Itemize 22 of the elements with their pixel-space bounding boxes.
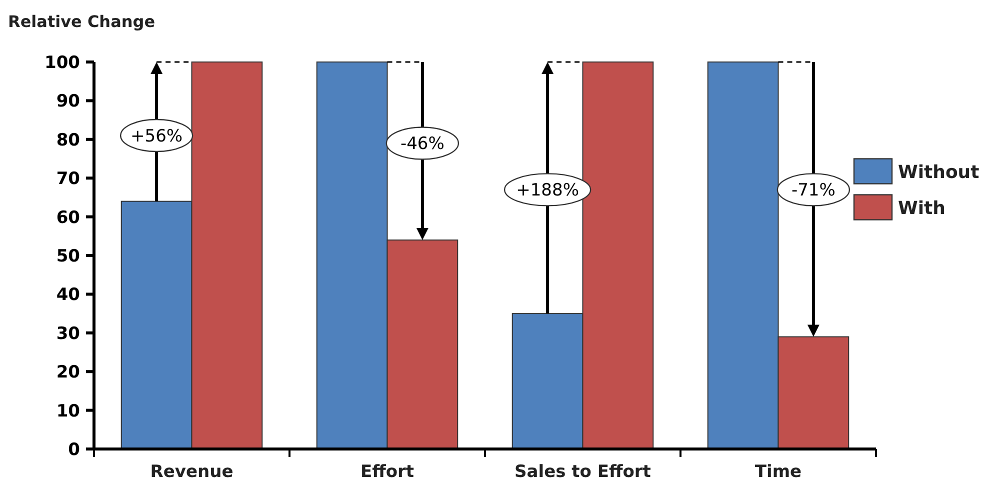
y-tick-label: 20	[56, 362, 80, 383]
legend-label: Without	[898, 162, 980, 184]
x-tick-label: Effort	[360, 462, 414, 482]
annotation: -71%	[791, 180, 836, 201]
y-tick-label: 60	[56, 208, 80, 228]
annotation: -46%	[400, 134, 444, 154]
y-tick-label: 30	[56, 324, 80, 344]
x-tick-label: Time	[754, 462, 802, 482]
annotation: +56%	[130, 126, 183, 146]
y-tick-label: 50	[56, 246, 80, 266]
x-tick-label: Sales to Effort	[514, 462, 651, 482]
y-tick-label: 40	[56, 285, 80, 306]
legend-label: With	[898, 198, 946, 220]
y-tick-label: 100	[44, 52, 80, 73]
y-tick-label: 80	[56, 130, 80, 150]
annotation: +188%	[516, 180, 579, 201]
chart-title: Relative Change	[8, 12, 156, 31]
x-tick-label: Revenue	[150, 462, 234, 482]
y-tick-label: 90	[56, 92, 80, 112]
y-tick-label: 70	[56, 169, 80, 190]
y-tick-label: 10	[56, 401, 80, 422]
y-tick-label: 0	[68, 440, 80, 460]
